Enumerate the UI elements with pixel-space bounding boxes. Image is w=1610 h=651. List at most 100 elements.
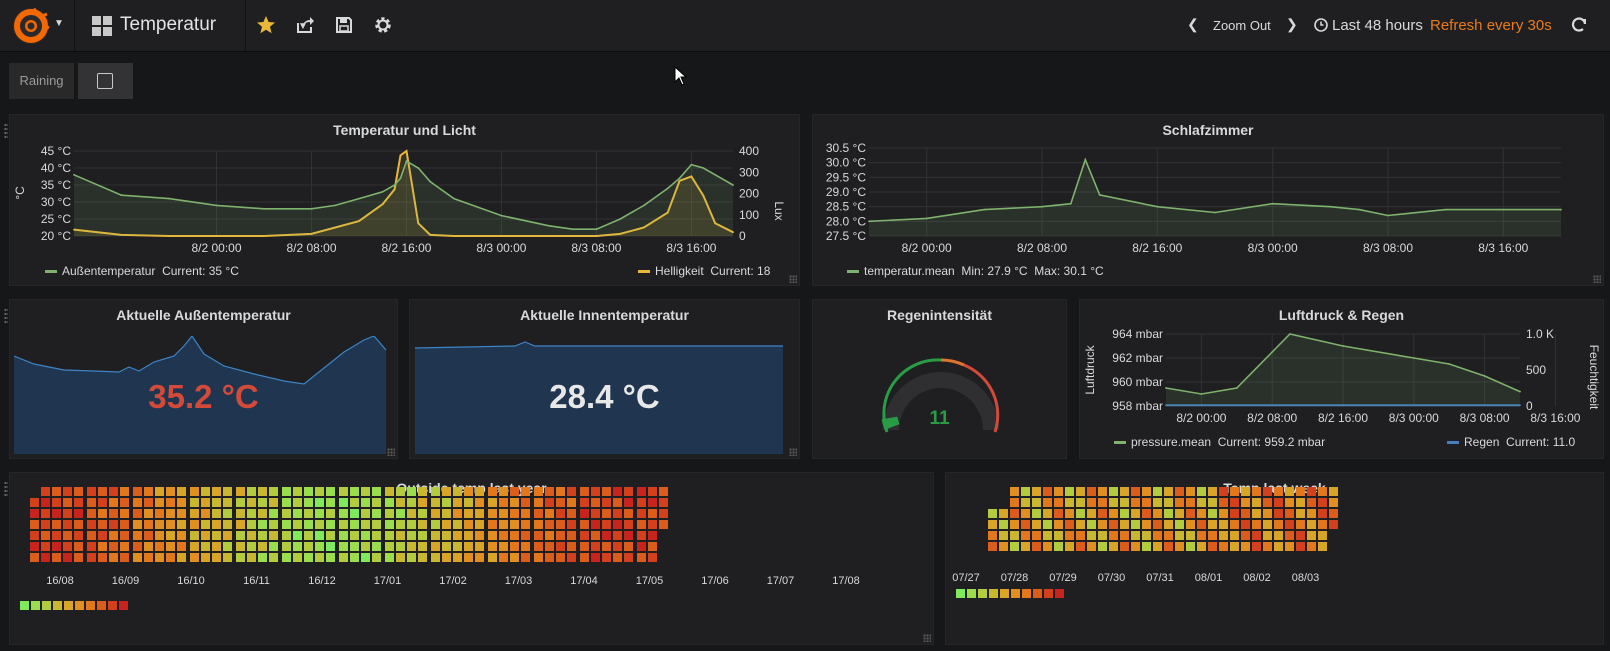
legend-color-swatch [108,601,117,610]
luftdruck-graph[interactable]: 964 mbar 962 mbar 960 mbar 958 mbar 1.0 K 500… [1080,300,1605,435]
legend-item-temperatur-mean[interactable]: temperatur.mean Min: 27.9 °C Max: 30.1 °… [847,264,1104,278]
resize-handle-icon[interactable] [387,448,395,456]
heatmap-hour-cell [1285,498,1294,507]
year-calendar-heatmap[interactable]: 16/08 16/09 16/10 16/11 16/12 17/01 17/02 17/03… [10,473,935,646]
legend-item-aussentemperatur[interactable]: Außentemperatur Current: 35 °C [45,264,239,278]
heatmap-day-cell [510,509,519,518]
legend-item-regen[interactable]: Regen Current: 11.0 [1447,435,1575,449]
aussentemperatur-point [73,173,75,176]
heatmap-day-cell [144,553,153,562]
heatmap-day-cell [613,509,622,518]
settings-gear-icon[interactable] [373,15,393,35]
legend-min-max: Min: 27.9 °C Max: 30.1 °C [961,264,1104,278]
heatmap-day-cell [521,531,530,540]
heatmap-day-cell [190,520,199,529]
heatmap-day-cell [201,487,210,496]
heatmap-day-cell [407,498,416,507]
heatmap-day-cell [624,531,633,540]
heatmap-hour-cell [1307,509,1316,518]
resize-handle-icon[interactable] [789,448,797,456]
heatmap-hour-cell [1252,498,1261,507]
temperatur-mean-point [1084,158,1087,161]
day-label: 07/30 [1098,572,1126,584]
heatmap-day-cell [87,553,96,562]
time-shift-back-icon[interactable]: ❮ [1187,16,1199,32]
heatmap-hour-cell [1032,531,1041,540]
helligkeit-point [453,235,455,237]
heatmap-day-cell [372,498,381,507]
aussentemperatur-point [702,167,705,169]
panel-title[interactable]: Schlafzimmer [1162,122,1254,138]
heatmap-day-cell [637,553,646,562]
heatmap-hour-cell [1329,520,1338,529]
heatmap-hour-cell [1296,487,1305,496]
outside-temp-year-heatmap-panel: Outside temp last year 16/0816/0916/1016… [4,472,935,646]
heatmap-day-cell [293,498,302,507]
resize-handle-icon[interactable] [1593,275,1601,283]
resize-handle-icon[interactable] [789,275,797,283]
legend-item-pressure-mean[interactable]: pressure.mean Current: 959.2 mbar [1114,435,1325,449]
heatmap-day-cell [602,542,611,551]
heatmap-day-cell [613,520,622,529]
heatmap-day-cell [591,487,600,496]
heatmap-day-cell [580,553,589,562]
y2-axis-label: Feuchtigkeit [1587,345,1601,410]
dashboard-picker[interactable]: Temperatur ▼ [75,0,308,51]
heatmap-day-cell [521,509,530,518]
time-range-picker[interactable]: Last 48 hours [1314,17,1423,34]
heatmap-hour-cell [1241,509,1250,518]
heatmap-day-cell [223,531,232,540]
drag-handle-icon[interactable] [4,481,8,497]
heatmap-day-cell [418,498,427,507]
y-tick-label: 30.5 °C [826,141,866,155]
legend-item-helligkeit[interactable]: Helligkeit Current: 18 [638,264,770,278]
panel-title[interactable]: Regenintensität [886,307,992,323]
heatmap-day-cell [339,553,348,562]
refresh-icon[interactable] [1570,16,1588,34]
aussentemperatur-point [405,160,408,163]
heatmap-day-cell [464,509,473,518]
share-icon[interactable] [295,15,315,35]
drag-handle-icon[interactable] [4,308,8,324]
refresh-interval-label[interactable]: Refresh every 30s [1430,17,1552,34]
heatmap-hour-cell [1109,498,1118,507]
heatmap-day-cell [74,487,83,496]
aussentemperatur-point [643,204,645,207]
time-shift-forward-icon[interactable]: ❯ [1286,16,1298,32]
heatmap-day-cell [418,553,427,562]
grafana-logo-icon [13,7,50,44]
week-calendar-heatmap[interactable]: 07/27 07/28 07/29 07/30 07/31 08/01 08/02 08/03 [946,473,1605,646]
heatmap-hour-cell [1021,498,1030,507]
day-label: 08/03 [1292,572,1320,584]
temperatur-mean-point [1271,202,1274,205]
heatmap-hour-cell [988,509,997,518]
zoom-out-button[interactable]: Zoom Out [1213,18,1271,33]
schlafzimmer-graph[interactable]: 30.5 °C30.0 °C29.5 °C29.0 °C28.5 °C28.0 … [813,115,1605,260]
helligkeit-point [500,235,503,237]
drag-handle-icon[interactable] [4,123,8,139]
heatmap-day-cell [431,487,440,496]
panel-title[interactable]: Luftdruck & Regen [1278,307,1405,323]
heatmap-hour-cell [1142,487,1151,496]
heatmap-day-cell [190,531,199,540]
heatmap-day-cell [567,520,576,529]
panel-title[interactable]: Aktuelle Innentemperatur [520,307,689,323]
heatmap-day-cell [602,509,611,518]
heatmap-day-cell [407,509,416,518]
heatmap-day-cell [442,542,451,551]
panel-title[interactable]: Temperatur und Licht [333,122,476,138]
aussentemperatur-point [399,177,402,180]
panel-title[interactable]: Aktuelle Außentemperatur [116,307,291,323]
star-icon[interactable] [256,15,276,35]
temp-licht-graph[interactable]: 45 °C 40 °C 35 °C 30 °C 25 °C 20 °C 400 300 200 1… [10,115,801,260]
heatmap-day-cell [659,487,668,496]
aussentemperatur-point [310,207,313,210]
raining-checkbox[interactable] [78,63,133,99]
heatmap-hour-cell [1164,542,1173,551]
heatmap-day-cell [166,542,175,551]
resize-handle-icon[interactable] [923,634,931,642]
heatmap-day-cell [74,531,83,540]
heatmap-hour-cell [1131,542,1140,551]
grafana-menu-button[interactable]: ▼ [0,0,75,51]
save-icon[interactable] [334,15,354,35]
